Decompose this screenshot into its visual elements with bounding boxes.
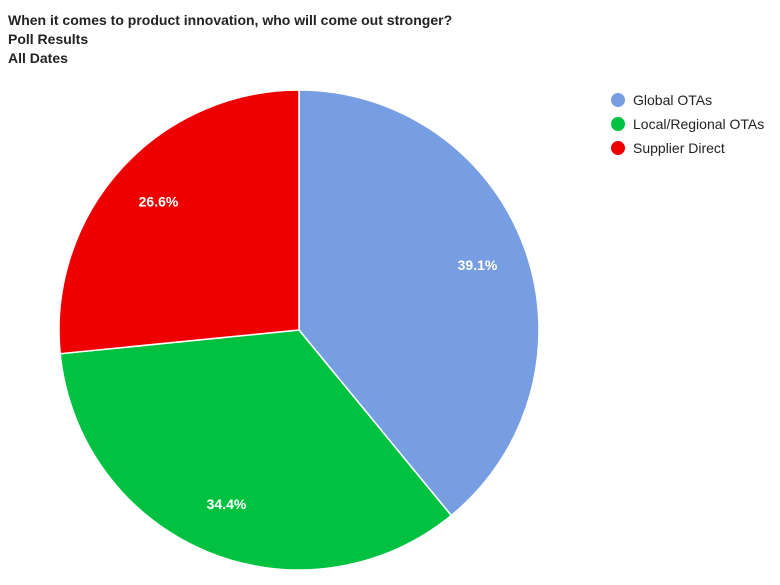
legend-item-local-regional-otas[interactable]: Local/Regional OTAs — [611, 112, 764, 136]
chart-date-range: All Dates — [8, 50, 68, 66]
pie-slices — [58, 89, 540, 571]
slice-percent-label: 39.1% — [458, 257, 498, 273]
chart-legend: Global OTAs Local/Regional OTAs Supplier… — [611, 88, 764, 160]
legend-label: Global OTAs — [633, 92, 713, 108]
legend-swatch-icon — [611, 93, 625, 107]
pie-slice-labels: 39.1% 34.4% 26.6% — [139, 193, 498, 512]
pie-slice-supplier-direct[interactable] — [58, 89, 300, 355]
chart-subtitle: Poll Results — [8, 31, 89, 47]
pie-slice-global-otas[interactable] — [298, 89, 540, 517]
legend-swatch-icon — [611, 117, 625, 131]
pie-slice-local-regional-otas[interactable] — [59, 329, 453, 571]
legend-item-global-otas[interactable]: Global OTAs — [611, 88, 764, 112]
legend-label: Supplier Direct — [633, 140, 725, 156]
legend-item-supplier-direct[interactable]: Supplier Direct — [611, 136, 764, 160]
legend-label: Local/Regional OTAs — [633, 116, 765, 132]
slice-percent-label: 26.6% — [139, 193, 179, 209]
chart-title: When it comes to product innovation, who… — [8, 12, 453, 28]
slice-percent-label: 34.4% — [207, 496, 247, 512]
chart-titles: When it comes to product innovation, who… — [8, 11, 452, 68]
legend-swatch-icon — [611, 141, 625, 155]
